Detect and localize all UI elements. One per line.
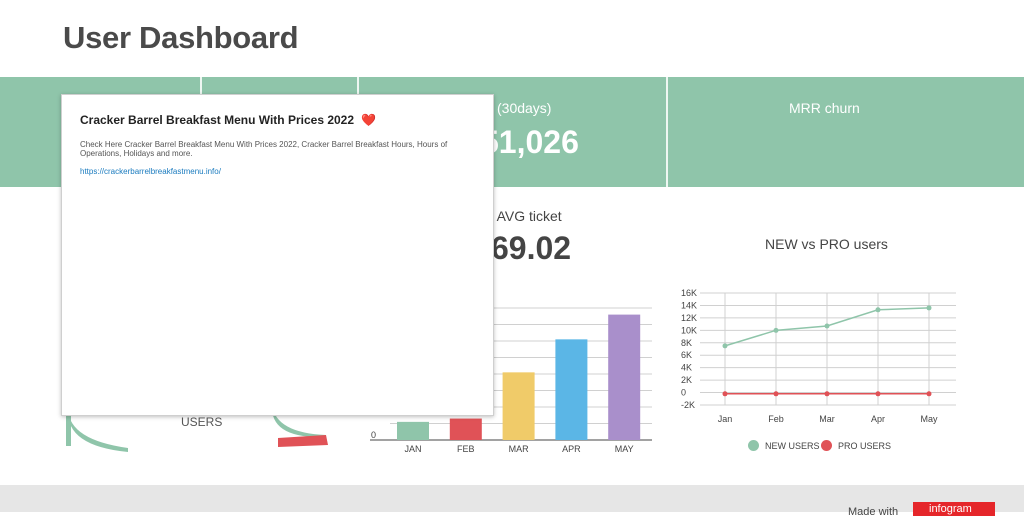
popup-title-text: Cracker Barrel Breakfast Menu With Price… xyxy=(80,113,355,127)
link-preview-popup[interactable]: Cracker Barrel Breakfast Menu With Price… xyxy=(61,94,494,416)
footer-bar xyxy=(0,485,1024,512)
line-y-tick-label: 14K xyxy=(681,300,697,310)
line-x-tick-label: Apr xyxy=(871,414,885,424)
avg-ticket-value: 69.02 xyxy=(491,230,572,266)
bar-x-tick-label: FEB xyxy=(457,444,475,454)
legend-new-users: NEW USERS xyxy=(748,440,820,451)
line-y-tick-label: 4K xyxy=(681,363,692,373)
line-y-tick-label: 12K xyxy=(681,313,697,323)
line-chart-title: NEW vs PRO users xyxy=(765,236,888,252)
bar-mar xyxy=(502,372,535,440)
kpi-divider xyxy=(666,77,668,187)
line-point-new-users xyxy=(875,307,881,313)
bar-x-tick-label: MAR xyxy=(509,444,529,454)
bar-x-tick-label: JAN xyxy=(404,444,421,454)
bar-jan xyxy=(397,421,429,440)
gauge-users-label: USERS xyxy=(181,415,223,429)
popup-link[interactable]: https://crackerbarrelbreakfastmenu.info/ xyxy=(80,167,221,176)
infogram-logo[interactable]: infogram xyxy=(913,502,995,516)
page-title: User Dashboard xyxy=(63,20,299,55)
line-y-tick-label: 6K xyxy=(681,350,692,360)
line-point-pro-users xyxy=(722,391,728,397)
gauge-arc-green xyxy=(271,405,326,438)
bar-apr xyxy=(555,339,588,440)
legend-new-users-label: NEW USERS xyxy=(765,440,820,451)
line-point-pro-users xyxy=(875,391,881,397)
line-x-tick-label: Jan xyxy=(718,414,733,424)
popup-title: Cracker Barrel Breakfast Menu With Price… xyxy=(80,113,376,127)
line-x-tick-label: Feb xyxy=(768,414,784,424)
line-point-new-users xyxy=(722,343,728,349)
line-chart: 16K 14K 12K 10K 8K 6K 4K 2K 0 -2K Jan Feb Mar Apr May xyxy=(681,288,956,424)
line-y-tick-label: 16K xyxy=(681,288,697,298)
line-point-pro-users xyxy=(824,391,830,397)
line-y-tick-label: 2K xyxy=(681,375,692,385)
line-y-tick-label: -2K xyxy=(681,400,695,410)
mrr-value: 51,026 xyxy=(481,124,579,160)
gauge-left xyxy=(66,410,128,452)
popup-description: Check Here Cracker Barrel Breakfast Menu… xyxy=(80,140,448,158)
line-y-tick-label: 8K xyxy=(681,338,692,348)
bar-x-tick-label: MAY xyxy=(615,444,634,454)
made-with-label: Made with xyxy=(848,506,899,518)
line-x-tick-label: May xyxy=(920,414,938,424)
mrr-label: R (30days) xyxy=(483,100,552,116)
bar-may xyxy=(608,314,641,440)
legend-pro-users: PRO USERS xyxy=(821,440,891,451)
bar-x-tick-label: APR xyxy=(562,444,581,454)
line-point-new-users xyxy=(926,305,932,311)
line-point-new-users xyxy=(824,323,830,329)
legend-dot-icon xyxy=(821,440,832,451)
line-point-pro-users xyxy=(773,391,779,397)
legend-pro-users-label: PRO USERS xyxy=(838,440,892,451)
bar-y-tick-label: 0 xyxy=(371,430,376,440)
line-point-pro-users xyxy=(926,391,932,397)
line-y-tick-label: 0 xyxy=(681,388,686,398)
bar-feb xyxy=(449,418,482,440)
mrr-churn-label: MRR churn xyxy=(789,100,860,116)
line-x-tick-label: Mar xyxy=(819,414,835,424)
gauge-arc-edge xyxy=(66,410,71,446)
avg-ticket-label: er AVG ticket xyxy=(481,208,562,224)
gauge-arc-red xyxy=(278,435,328,447)
heart-icon: ❤️ xyxy=(361,113,377,127)
legend-dot-icon xyxy=(748,440,759,451)
gauge-right xyxy=(271,405,328,447)
gauge-arc-green xyxy=(67,410,128,452)
line-point-new-users xyxy=(773,327,779,333)
line-y-tick-label: 10K xyxy=(681,325,697,335)
